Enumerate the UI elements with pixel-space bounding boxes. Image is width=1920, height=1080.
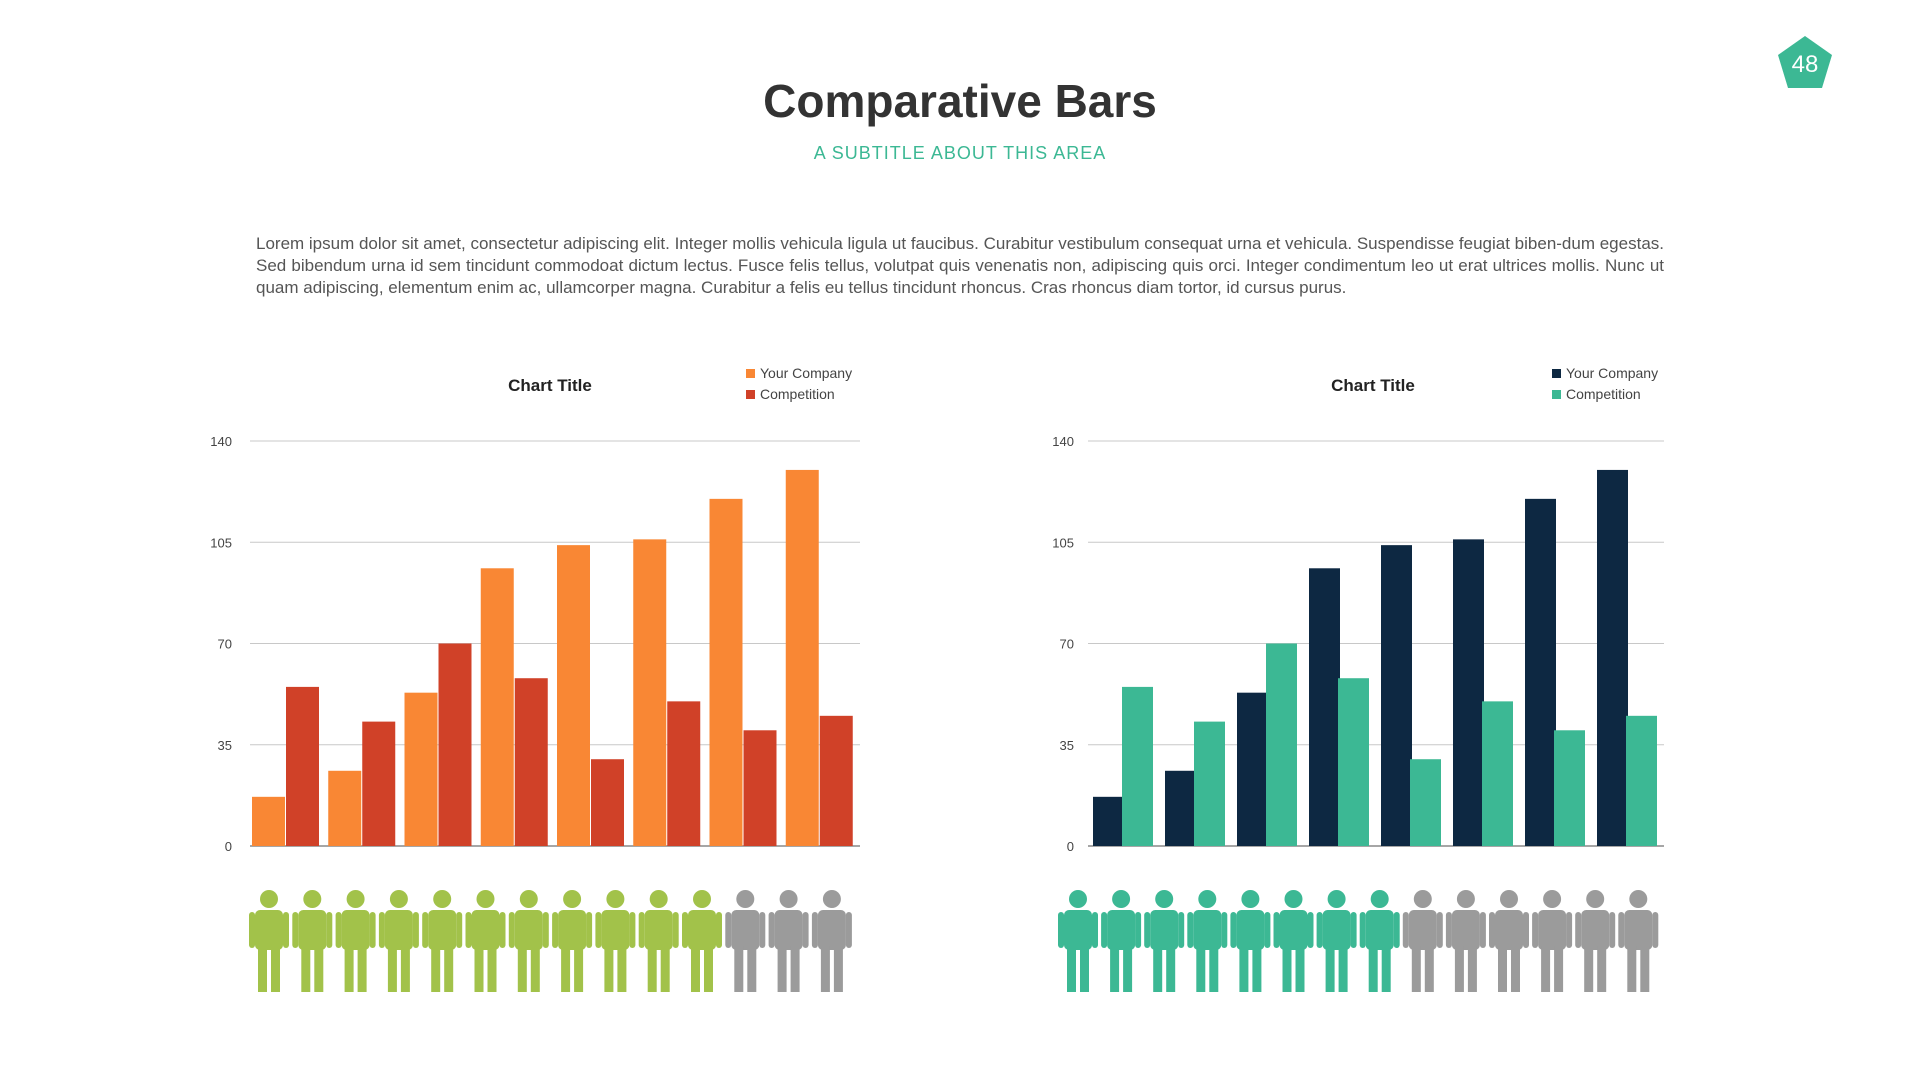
person-icon — [1575, 890, 1616, 992]
bar-competition — [1122, 686, 1153, 846]
bar-competition — [591, 759, 624, 846]
page-subtitle: A SUBTITLE ABOUT THIS AREA — [813, 143, 1107, 163]
legend-label-0: Your Company — [1566, 365, 1658, 381]
body-paragraph: Lorem ipsum dolor sit amet, consectetur … — [256, 234, 1664, 297]
person-icon — [1058, 890, 1098, 992]
legend-label-0: Your Company — [760, 365, 852, 381]
y-tick-label: 0 — [1067, 839, 1074, 854]
person-icon — [1359, 890, 1400, 992]
y-tick-label: 70 — [218, 637, 232, 652]
person-icon — [811, 890, 852, 992]
chart-title: Chart Title — [1331, 376, 1415, 395]
person-icon — [682, 890, 722, 992]
bar-competition — [514, 678, 548, 846]
person-icon — [1445, 890, 1486, 992]
bar-your-company — [709, 498, 743, 846]
person-icon — [1489, 890, 1529, 992]
person-icon — [335, 890, 376, 992]
y-tick-label: 70 — [1060, 637, 1074, 652]
legend-label-1: Competition — [760, 386, 835, 402]
person-icon — [1187, 890, 1228, 992]
bar-your-company — [404, 692, 438, 846]
bar-your-company — [252, 796, 285, 846]
bar-competition — [819, 715, 853, 846]
person-icon — [1230, 890, 1271, 992]
y-tick-label: 35 — [218, 738, 232, 753]
legend-label-1: Competition — [1566, 386, 1641, 402]
legend-swatch-1 — [746, 390, 755, 399]
person-icon — [1402, 890, 1443, 992]
y-tick-label: 35 — [1060, 738, 1074, 753]
bar-your-company — [1093, 796, 1124, 846]
bar-competition — [743, 730, 777, 846]
page-number-badge: 48 — [1776, 34, 1834, 90]
legend-swatch-1 — [1552, 390, 1561, 399]
bar-your-company — [1237, 692, 1268, 846]
bar-your-company — [1597, 469, 1628, 846]
page-number: 48 — [1791, 51, 1819, 78]
legend-swatch-0 — [1552, 369, 1561, 378]
person-icon — [552, 890, 593, 992]
person-icon — [595, 890, 636, 992]
bar-competition — [286, 686, 319, 846]
y-tick-label: 0 — [225, 839, 232, 854]
bar-your-company — [1381, 545, 1412, 846]
pentagon-icon — [1778, 36, 1832, 88]
bar-your-company — [328, 770, 362, 846]
bar-your-company — [785, 469, 819, 846]
person-icon — [638, 890, 679, 992]
bar-your-company — [1525, 498, 1556, 846]
person-icon — [378, 890, 419, 992]
bar-competition — [438, 643, 472, 846]
bar-competition — [1338, 678, 1369, 846]
person-icon — [422, 890, 463, 992]
legend-swatch-0 — [746, 369, 755, 378]
person-icon — [465, 890, 506, 992]
bar-your-company — [557, 545, 590, 846]
bar-your-company — [1453, 539, 1484, 846]
person-icon — [1316, 890, 1357, 992]
bar-your-company — [1309, 568, 1340, 846]
y-tick-label: 105 — [1052, 535, 1074, 550]
bar-your-company — [633, 539, 667, 846]
bar-competition — [1410, 759, 1441, 846]
person-icon — [1273, 890, 1314, 992]
bar-your-company — [480, 568, 514, 846]
bar-competition — [1194, 721, 1225, 846]
bar-competition — [667, 701, 701, 846]
chart-title: Chart Title — [508, 376, 592, 395]
y-tick-label: 105 — [210, 535, 232, 550]
person-icon — [1618, 890, 1659, 992]
person-icon — [292, 890, 333, 992]
bar-competition — [1554, 730, 1585, 846]
person-icon — [249, 890, 289, 992]
y-tick-label: 140 — [1052, 434, 1074, 449]
bar-competition — [1266, 643, 1297, 846]
person-icon — [1532, 890, 1573, 992]
bar-competition — [1482, 701, 1513, 846]
chart-left: Chart Title Your Company Competition 0 35 70 1… — [210, 365, 860, 992]
person-icon — [1144, 890, 1185, 992]
bar-your-company — [1165, 770, 1196, 846]
person-icon — [768, 890, 809, 992]
page-title: Comparative Bars — [763, 75, 1157, 127]
person-icon — [725, 890, 766, 992]
person-icon — [1101, 890, 1142, 992]
person-icon — [508, 890, 549, 992]
bar-competition — [362, 721, 396, 846]
bar-competition — [1626, 715, 1657, 846]
y-tick-label: 140 — [210, 434, 232, 449]
